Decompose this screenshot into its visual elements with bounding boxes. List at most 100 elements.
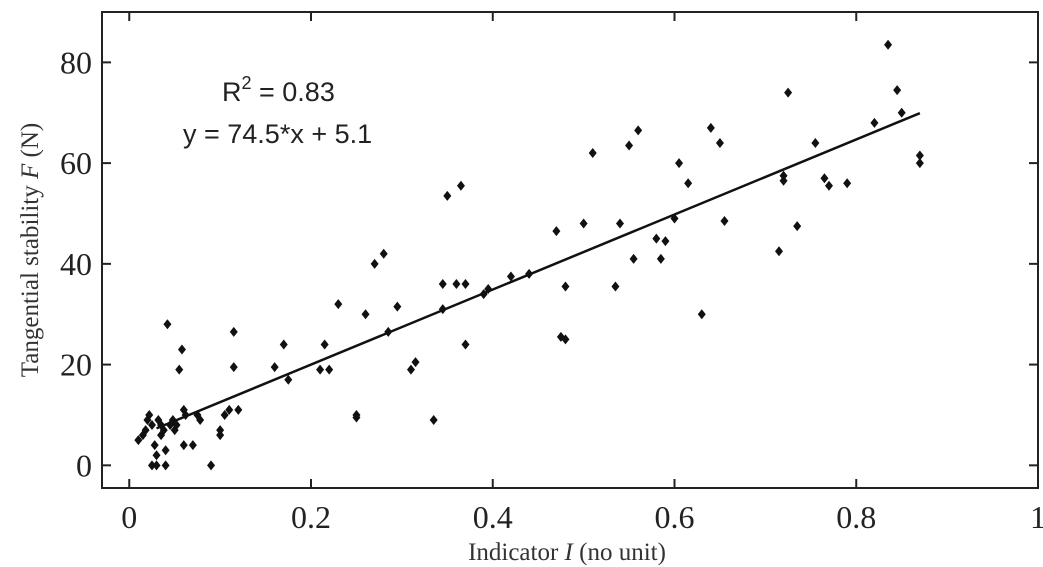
data-point (443, 190, 452, 201)
plot-area (101, 11, 1039, 489)
x-tick-label: 0.4 (473, 499, 513, 535)
data-point (188, 440, 197, 451)
data-point (706, 122, 715, 133)
data-point (779, 170, 788, 181)
data-point (629, 253, 638, 264)
data-point (220, 409, 229, 420)
data-point (161, 445, 170, 456)
data-point (177, 344, 186, 355)
x-axis-ticks: 0 0.2 0.4 0.6 0.8 1 (121, 12, 1043, 535)
data-point (225, 404, 234, 415)
data-point (611, 281, 620, 292)
data-point (715, 137, 724, 148)
y-tick-label: 20 (60, 347, 92, 383)
x-tick-label: 0 (121, 499, 137, 535)
data-point (229, 362, 238, 373)
data-point (779, 175, 788, 186)
data-point (370, 258, 379, 269)
y-tick-label: 60 (60, 145, 92, 181)
data-point (334, 299, 343, 310)
data-point (897, 107, 906, 118)
data-point (159, 425, 168, 436)
data-point (784, 87, 793, 98)
data-point (652, 233, 661, 244)
data-point (316, 364, 325, 375)
data-point (207, 460, 216, 471)
data-point (656, 253, 665, 264)
data-point (579, 218, 588, 229)
data-point (893, 85, 902, 96)
data-point (811, 137, 820, 148)
data-point (152, 450, 161, 461)
data-point (179, 440, 188, 451)
data-point (506, 271, 515, 282)
y-tick-label: 80 (60, 44, 92, 80)
data-point (675, 158, 684, 169)
data-point (279, 339, 288, 350)
data-point (461, 279, 470, 289)
equation-annotation: y = 74.5*x + 5.1 (183, 119, 372, 149)
data-point (270, 362, 279, 373)
y-tick-label: 0 (76, 447, 92, 483)
x-tick-label: 0.8 (836, 499, 876, 535)
data-point (684, 178, 693, 189)
data-point (361, 309, 370, 320)
data-point (915, 158, 924, 169)
data-point (145, 409, 154, 420)
data-point (561, 334, 570, 345)
data-point (411, 357, 420, 368)
y-tick-label: 40 (60, 246, 92, 282)
data-point (884, 39, 893, 50)
data-point (320, 339, 329, 350)
data-point (141, 425, 150, 436)
data-point (284, 374, 293, 385)
data-point (325, 364, 334, 375)
data-point (820, 173, 829, 184)
data-point (150, 440, 159, 451)
data-point (452, 279, 461, 289)
data-point (634, 125, 643, 136)
data-point (229, 326, 238, 337)
data-point (163, 319, 172, 330)
data-point (661, 236, 670, 247)
data-point (615, 218, 624, 229)
data-point (552, 226, 561, 237)
x-tick-label: 0.6 (655, 499, 695, 535)
data-point (196, 415, 205, 425)
data-point (406, 364, 415, 375)
data-point (152, 460, 161, 471)
data-point (775, 246, 784, 257)
data-point (824, 180, 833, 191)
data-point (843, 178, 852, 189)
data-point (393, 301, 402, 312)
data-point (352, 412, 361, 423)
data-point (438, 279, 447, 289)
y-axis-ticks: 0 20 40 60 80 (60, 44, 1038, 483)
data-point (793, 221, 802, 232)
data-point (147, 420, 156, 431)
data-point (134, 435, 143, 446)
data-point (216, 430, 225, 441)
data-point (625, 140, 634, 151)
x-tick-label: 0.2 (291, 499, 331, 535)
regression-line (156, 112, 921, 430)
data-point (429, 415, 438, 425)
data-point (697, 309, 706, 320)
data-point (216, 425, 225, 436)
data-point (588, 148, 597, 159)
data-point (147, 460, 156, 471)
y-axis-title: Tangential stability F (N) (17, 123, 44, 377)
r-squared-annotation: R2 = 0.83 (222, 73, 335, 107)
data-point (175, 364, 184, 375)
data-point (172, 420, 181, 431)
data-point (561, 281, 570, 292)
data-point (456, 180, 465, 191)
data-point (720, 216, 729, 227)
data-point (234, 404, 243, 415)
data-point (161, 460, 170, 471)
data-point (915, 150, 924, 161)
data-point (461, 339, 470, 350)
data-point (379, 248, 388, 259)
x-tick-label: 1 (1030, 499, 1043, 535)
